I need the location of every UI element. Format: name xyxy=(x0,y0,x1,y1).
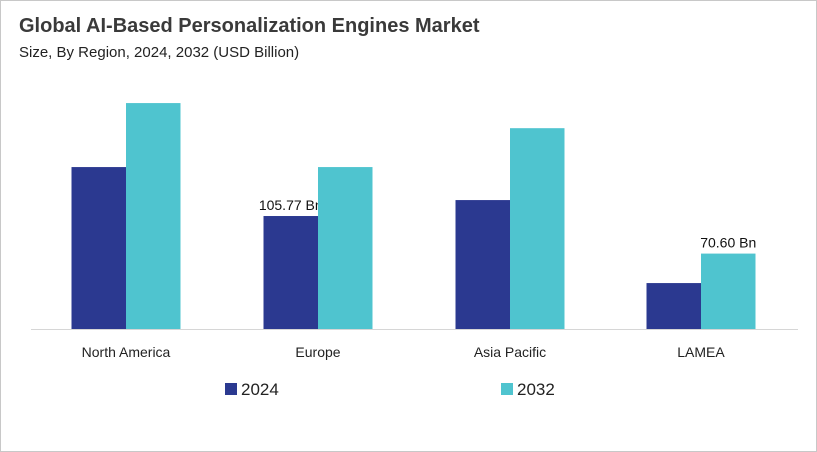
bar-2032-lamea xyxy=(701,253,756,329)
bar-2032-asia-pacific xyxy=(510,128,565,329)
chart-subtitle: Size, By Region, 2024, 2032 (USD Billion… xyxy=(19,44,300,61)
data-label: 70.60 Bn xyxy=(700,235,756,251)
chart-title: Global AI-Based Personalization Engines … xyxy=(19,15,480,37)
legend-swatch-2024 xyxy=(225,383,237,395)
bar-2024-lamea xyxy=(646,283,701,329)
bar-2024-europe xyxy=(263,216,318,329)
bar-2024-north-america xyxy=(71,167,126,329)
bar-2024-asia-pacific xyxy=(455,200,510,329)
bar-2032-europe xyxy=(318,167,373,329)
category-label: North America xyxy=(82,344,171,360)
category-label: LAMEA xyxy=(677,344,725,360)
legend-label-2032: 2032 xyxy=(517,380,555,399)
legend-swatch-2032 xyxy=(501,383,513,395)
category-label: Asia Pacific xyxy=(474,344,546,360)
data-label: 105.77 Bn xyxy=(259,197,323,213)
category-label: Europe xyxy=(295,344,340,360)
legend-label-2024: 2024 xyxy=(241,380,279,399)
bar-2032-north-america xyxy=(126,103,181,329)
